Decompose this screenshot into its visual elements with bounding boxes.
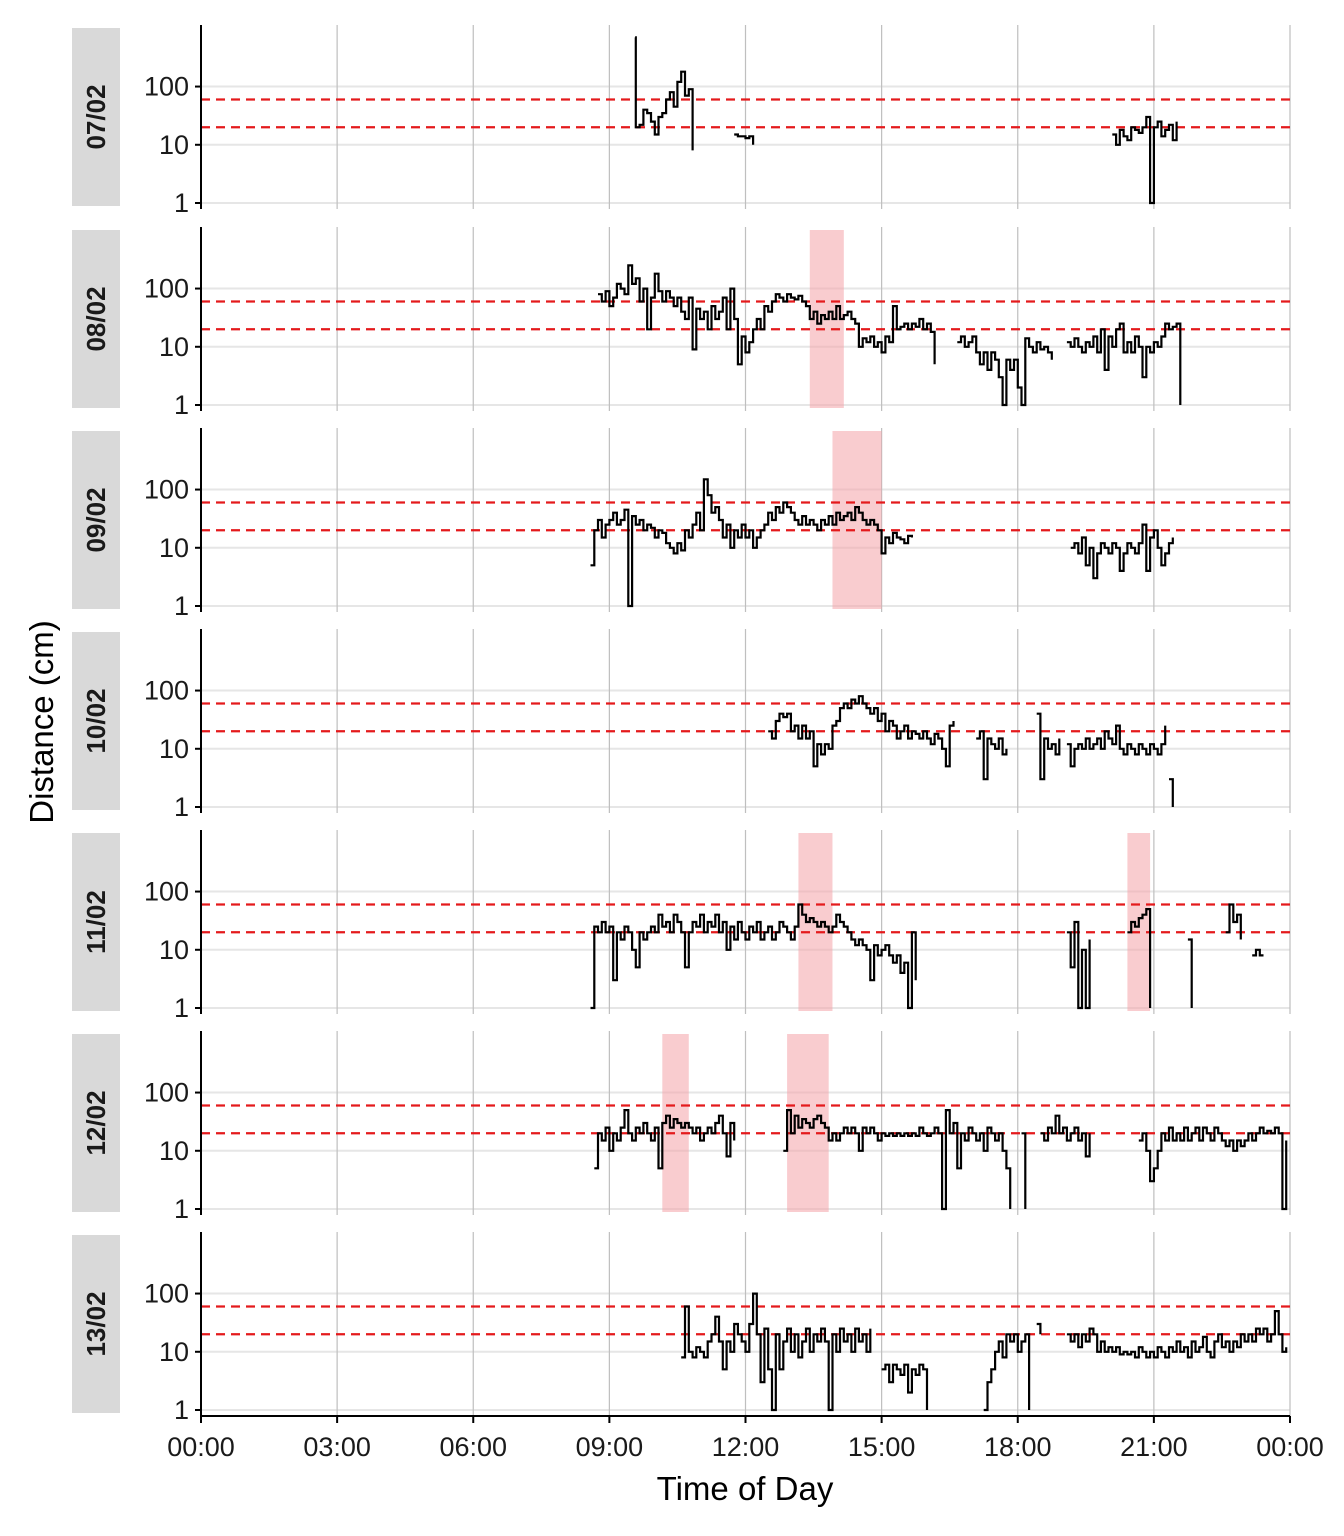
x-axis-title: Time of Day [657,1470,834,1507]
facet-strip-label: 13/02 [81,1291,111,1356]
data-series-line [598,264,936,366]
facet-strip-label: 11/02 [81,890,111,954]
facet-strip [72,1235,120,1413]
data-series-line [1225,903,1242,940]
data-series-line [783,1109,1012,1211]
data-series-line [1187,938,1193,1008]
data-series-line [1066,1310,1288,1359]
y-tick-label: 1 [174,1194,189,1224]
data-series-line [957,335,1053,407]
y-axis-title: Distance (cm) [23,620,60,824]
data-series-line [1036,712,1061,781]
y-tick-label: 100 [144,475,189,505]
data-series-line [1066,322,1182,405]
facet-strip-label: 09/02 [81,487,111,552]
data-series-line [1066,920,1091,1010]
data-series-line [1112,115,1178,205]
data-series-line [1036,1322,1042,1335]
panel-13-02: 13/02 1 10 100 [72,1232,1291,1425]
y-tick-label: 1 [174,792,189,822]
data-series-line [1066,724,1167,768]
x-tick-label: 09:00 [576,1432,644,1462]
y-tick-label: 10 [159,935,189,965]
facet-strip-label: 07/02 [81,84,111,149]
data-series-line [976,730,1008,781]
data-series-line [1138,1126,1288,1211]
data-series-line [1169,778,1174,807]
y-tick-label: 10 [159,332,189,362]
data-series-line [681,1292,872,1412]
y-tick-label: 1 [174,591,189,621]
data-series-line [590,478,913,608]
x-tick-label: 00:00 [167,1432,235,1462]
data-series-line [983,1333,1031,1412]
facet-strip-label: 10/02 [81,688,111,753]
x-tick-label: 03:00 [303,1432,371,1462]
facet-strip [72,431,120,609]
x-tick-label: 12:00 [712,1432,780,1462]
panel-10-02: 10/02 1 10 100 [72,629,1291,822]
x-tick-label: 06:00 [439,1432,507,1462]
x-tick-label: 00:00 [1256,1432,1324,1462]
panel-12-02: 12/02 1 10 100 [72,1031,1291,1224]
data-series-line [734,133,755,145]
panel-08-02: 08/02 1 10 100 [72,227,1291,420]
data-series-line [1127,908,1152,1008]
y-tick-label: 10 [159,734,189,764]
panel-07-02: 07/02 1 10 100 [72,25,1291,218]
data-series-line [1021,1132,1027,1209]
x-tick-label: 15:00 [848,1432,916,1462]
x-axis: 00:00 03:00 06:00 09:00 12:00 15:00 18:00 21:00… [167,1415,1324,1462]
facet-strip [72,833,120,1011]
y-tick-label: 100 [144,877,189,907]
data-series-line [881,1363,929,1410]
data-series-line [1070,523,1174,580]
y-tick-label: 100 [144,72,189,102]
y-tick-label: 1 [174,188,189,218]
y-tick-label: 100 [144,676,189,706]
x-tick-label: 21:00 [1120,1432,1188,1462]
y-tick-label: 100 [144,1078,189,1108]
data-series-line [594,1109,736,1170]
data-series-line [590,903,917,1010]
panels: 07/0211010008/0211010009/0211010010/0211… [72,25,1291,1425]
facet-strip [72,1034,120,1212]
y-tick-label: 10 [159,1136,189,1166]
data-series-line [1040,1114,1091,1158]
y-tick-label: 1 [174,390,189,420]
data-series-line [634,36,694,151]
facet-strip [72,28,120,206]
panel-11-02: 11/02 1 10 100 [72,830,1291,1023]
y-tick-label: 1 [174,1395,189,1425]
x-tick-label: 18:00 [984,1432,1052,1462]
facet-strip-label: 12/02 [81,1090,111,1155]
panel-09-02: 09/02 1 10 100 [72,428,1291,621]
facet-strip [72,632,120,810]
facet-strip [72,230,120,408]
y-tick-label: 100 [144,274,189,304]
data-series-line [1252,948,1264,957]
y-tick-label: 1 [174,993,189,1023]
y-tick-label: 10 [159,533,189,563]
y-tick-label: 10 [159,130,189,160]
data-series-line [768,695,955,768]
facet-strip-label: 08/02 [81,286,111,351]
y-tick-label: 100 [144,1279,189,1309]
y-tick-label: 10 [159,1337,189,1367]
